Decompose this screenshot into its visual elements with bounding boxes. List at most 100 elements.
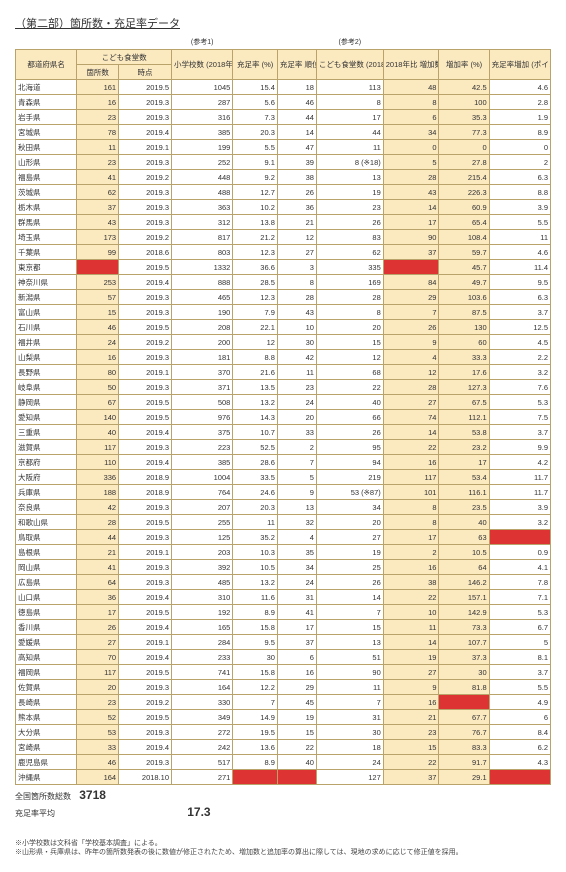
cell-pct: 30	[439, 665, 489, 680]
cell-inc: 0	[383, 140, 439, 155]
cell-rk: 18	[277, 80, 316, 95]
cell-name: 千葉県	[16, 245, 77, 260]
table-row: 奈良県422019.320720.31334823.53.9	[16, 500, 551, 515]
cell-c: 169	[316, 275, 383, 290]
cell-s: 370	[172, 365, 233, 380]
table-row: 静岡県672019.550813.224402767.55.3	[16, 395, 551, 410]
cell-name: 群馬県	[16, 215, 77, 230]
cell-c: 18	[316, 740, 383, 755]
cell-pct: 49.7	[439, 275, 489, 290]
cell-c: 22	[316, 380, 383, 395]
table-row: 福岡県1172019.574115.8169027303.7	[16, 665, 551, 680]
cell-s: 203	[172, 545, 233, 560]
cell-rk: 7	[277, 455, 316, 470]
cell-inc	[383, 260, 439, 275]
cell-inc: 2	[383, 545, 439, 560]
cell-pt: 3.2	[489, 365, 550, 380]
cell-inc: 43	[383, 185, 439, 200]
cell-rk: 44	[277, 110, 316, 125]
cell-c: 11	[316, 140, 383, 155]
cell-name: 福岡県	[16, 665, 77, 680]
cell-r	[233, 770, 278, 785]
cell-t: 2019.3	[119, 305, 172, 320]
cell-n: 28	[77, 515, 119, 530]
cell-t: 2019.3	[119, 500, 172, 515]
cell-pct: 226.3	[439, 185, 489, 200]
table-row: 徳島県172019.51928.941710142.95.3	[16, 605, 551, 620]
cell-t: 2019.4	[119, 620, 172, 635]
cell-n: 42	[77, 500, 119, 515]
cell-pt: 11.4	[489, 260, 550, 275]
cell-inc: 28	[383, 380, 439, 395]
cell-t: 2019.4	[119, 125, 172, 140]
cell-name: 北海道	[16, 80, 77, 95]
cell-rk: 13	[277, 500, 316, 515]
cell-r: 30	[233, 650, 278, 665]
cell-rk: 15	[277, 725, 316, 740]
cell-r: 15.8	[233, 665, 278, 680]
cell-inc: 9	[383, 680, 439, 695]
cell-name: 山形県	[16, 155, 77, 170]
cell-name: 福島県	[16, 170, 77, 185]
cell-inc: 17	[383, 215, 439, 230]
cell-pt: 6.3	[489, 170, 550, 185]
cell-pt: 4.6	[489, 80, 550, 95]
cell-pct: 103.6	[439, 290, 489, 305]
cell-rk: 45	[277, 695, 316, 710]
cell-pct: 63	[439, 530, 489, 545]
cell-pt: 5.5	[489, 215, 550, 230]
ref2-label: (参考2)	[316, 35, 383, 50]
cell-pt: 6.2	[489, 740, 550, 755]
cell-pt: 3.9	[489, 200, 550, 215]
cell-c: 8 (※18)	[316, 155, 383, 170]
cell-n: 67	[77, 395, 119, 410]
cell-inc: 7	[383, 305, 439, 320]
cell-n: 173	[77, 230, 119, 245]
cell-pt: 6.3	[489, 290, 550, 305]
cell-pct: 29.1	[439, 770, 489, 785]
table-row: 大分県532019.327219.515302376.78.4	[16, 725, 551, 740]
cell-t: 2019.3	[119, 200, 172, 215]
cell-t: 2019.3	[119, 290, 172, 305]
cell-n: 20	[77, 680, 119, 695]
cell-s: 465	[172, 290, 233, 305]
cell-name: 島根県	[16, 545, 77, 560]
cell-pt: 2.8	[489, 95, 550, 110]
cell-rk: 20	[277, 410, 316, 425]
cell-pct: 127.3	[439, 380, 489, 395]
cell-s: 233	[172, 650, 233, 665]
table-row: 長崎県232019.23307457164.9	[16, 695, 551, 710]
cell-pct: 67.7	[439, 710, 489, 725]
cell-rk	[277, 770, 316, 785]
cell-s: 392	[172, 560, 233, 575]
cell-inc: 101	[383, 485, 439, 500]
cell-pt: 2.2	[489, 350, 550, 365]
note-2: ※山形県・兵庫県は、昨年の箇所数発表の後に数値が修正されたため、増加数と追加率の…	[15, 848, 551, 857]
cell-n: 23	[77, 695, 119, 710]
cell-inc: 21	[383, 710, 439, 725]
cell-t: 2019.3	[119, 755, 172, 770]
cell-pt: 3.2	[489, 515, 550, 530]
cell-n: 80	[77, 365, 119, 380]
cell-pct: 215.4	[439, 170, 489, 185]
cell-r: 28.6	[233, 455, 278, 470]
cell-pt: 8.1	[489, 650, 550, 665]
cell-inc: 16	[383, 455, 439, 470]
table-row: 石川県462019.520822.110202613012.5	[16, 320, 551, 335]
cell-s: 375	[172, 425, 233, 440]
hdr-t: 時点	[119, 65, 172, 80]
cell-c: 13	[316, 635, 383, 650]
cell-c: 8	[316, 305, 383, 320]
cell-pct: 157.1	[439, 590, 489, 605]
cell-n: 37	[77, 200, 119, 215]
cell-r: 15.8	[233, 620, 278, 635]
cell-c: 62	[316, 245, 383, 260]
cell-r: 35.2	[233, 530, 278, 545]
cell-n: 16	[77, 95, 119, 110]
cell-name: 京都府	[16, 455, 77, 470]
table-row: 宮崎県332019.424213.622181583.36.2	[16, 740, 551, 755]
cell-t: 2019.3	[119, 530, 172, 545]
avg-value: 17.3	[187, 805, 210, 819]
hdr-group1: こども食堂数	[77, 50, 172, 65]
cell-rk: 30	[277, 335, 316, 350]
